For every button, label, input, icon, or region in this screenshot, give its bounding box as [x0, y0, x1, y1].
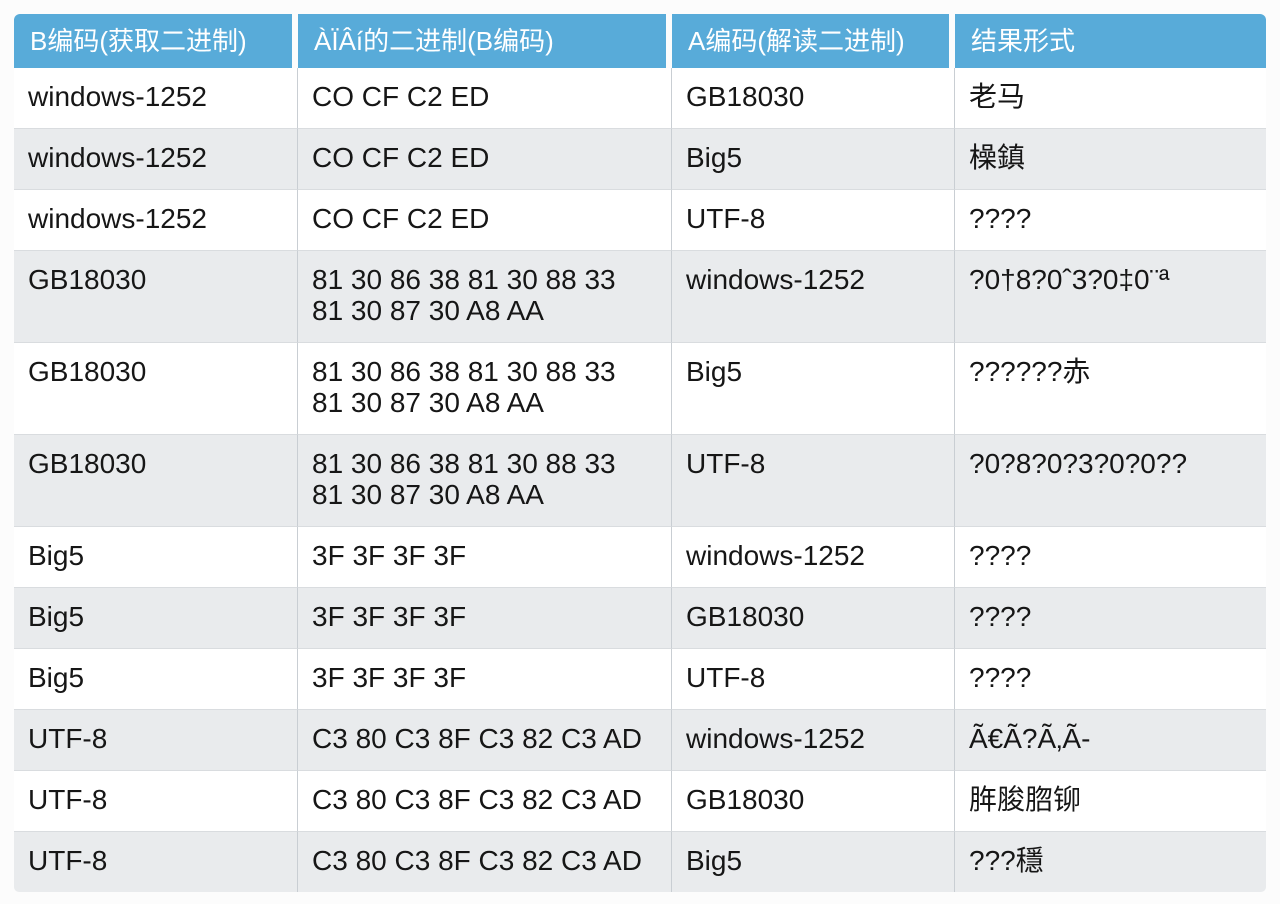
table-row: GB18030 81 30 86 38 81 30 88 33 81 30 87 …: [14, 435, 1266, 527]
table-cell-result: 老马: [955, 68, 1266, 129]
table-cell-b-encoding: GB18030: [14, 435, 298, 527]
table-cell-a-encoding: GB18030: [672, 588, 955, 649]
table-cell-b-encoding: GB18030: [14, 343, 298, 435]
table-cell-a-encoding: Big5: [672, 343, 955, 435]
table-cell-result: ?0?8?0?3?0?0??: [955, 435, 1266, 527]
table-cell-b-encoding: Big5: [14, 527, 298, 588]
table-cell-b-encoding: GB18030: [14, 251, 298, 343]
table-row: Big5 3F 3F 3F 3F windows-1252????: [14, 527, 1266, 588]
header-row: B编码(获取二进制) ÀÏÂí的二进制(B编码) A编码(解读二进制) 结果形式: [14, 14, 1266, 68]
table-cell-b-encoding: Big5: [14, 588, 298, 649]
table-cell-binary: 3F 3F 3F 3F: [298, 527, 672, 588]
table-row: windows-1252 CO CF C2 ED GB18030 老马: [14, 68, 1266, 129]
table-cell-b-encoding: windows-1252: [14, 129, 298, 190]
table-cell-binary: CO CF C2 ED: [298, 68, 672, 129]
table-cell-result: ????: [955, 649, 1266, 710]
table-cell-binary: C3 80 C3 8F C3 82 C3 AD: [298, 832, 672, 892]
table-cell-a-encoding: GB18030: [672, 68, 955, 129]
table-cell-result: 脌脧脗铆: [955, 771, 1266, 832]
table-cell-result: Ã€Ã?Ã‚Ã-: [955, 710, 1266, 771]
table-cell-result: 橾鎮: [955, 129, 1266, 190]
table-row: Big5 3F 3F 3F 3F UTF-8????: [14, 649, 1266, 710]
table-row: UTF-8 C3 80 C3 8F C3 82 C3 AD windows-1252…: [14, 710, 1266, 771]
table-header: B编码(获取二进制) ÀÏÂí的二进制(B编码) A编码(解读二进制) 结果形式: [14, 14, 1266, 68]
table-cell-binary: C3 80 C3 8F C3 82 C3 AD: [298, 710, 672, 771]
table-cell-b-encoding: UTF-8: [14, 832, 298, 892]
table-cell-binary: CO CF C2 ED: [298, 190, 672, 251]
column-header-b-encoding: B编码(获取二进制): [14, 14, 298, 68]
table-cell-result: ??????赤: [955, 343, 1266, 435]
table-cell-binary: C3 80 C3 8F C3 82 C3 AD: [298, 771, 672, 832]
column-header-result: 结果形式: [955, 14, 1266, 68]
table-cell-result: ????: [955, 588, 1266, 649]
table-cell-a-encoding: UTF-8: [672, 190, 955, 251]
table-cell-a-encoding: windows-1252: [672, 251, 955, 343]
table-cell-binary: 81 30 86 38 81 30 88 33 81 30 87 30 A8 A…: [298, 435, 672, 527]
table-body: windows-1252 CO CF C2 ED GB18030 老马 windows-…: [14, 68, 1266, 892]
table-cell-binary: 3F 3F 3F 3F: [298, 588, 672, 649]
table-row: windows-1252 CO CF C2 ED Big5 橾鎮: [14, 129, 1266, 190]
table-cell-binary: 3F 3F 3F 3F: [298, 649, 672, 710]
encoding-table: B编码(获取二进制) ÀÏÂí的二进制(B编码) A编码(解读二进制) 结果形式…: [14, 14, 1266, 892]
table-cell-binary: 81 30 86 38 81 30 88 33 81 30 87 30 A8 A…: [298, 343, 672, 435]
table-cell-a-encoding: Big5: [672, 129, 955, 190]
table-cell-b-encoding: Big5: [14, 649, 298, 710]
table-row: Big5 3F 3F 3F 3F GB18030????: [14, 588, 1266, 649]
table-cell-result: ???穩: [955, 832, 1266, 892]
table-cell-b-encoding: UTF-8: [14, 710, 298, 771]
table-cell-result: ?0†8?0ˆ3?0‡0¨ª: [955, 251, 1266, 343]
table-row: GB18030 81 30 86 38 81 30 88 33 81 30 87 …: [14, 343, 1266, 435]
table-cell-b-encoding: windows-1252: [14, 190, 298, 251]
table-cell-a-encoding: windows-1252: [672, 527, 955, 588]
table-cell-a-encoding: Big5: [672, 832, 955, 892]
table-cell-a-encoding: UTF-8: [672, 435, 955, 527]
table-row: windows-1252 CO CF C2 ED UTF-8????: [14, 190, 1266, 251]
table-row: GB18030 81 30 86 38 81 30 88 33 81 30 87 …: [14, 251, 1266, 343]
column-header-binary: ÀÏÂí的二进制(B编码): [298, 14, 672, 68]
table-cell-binary: CO CF C2 ED: [298, 129, 672, 190]
table-cell-result: ????: [955, 527, 1266, 588]
table-cell-binary: 81 30 86 38 81 30 88 33 81 30 87 30 A8 A…: [298, 251, 672, 343]
table-cell-a-encoding: GB18030: [672, 771, 955, 832]
table-cell-result: ????: [955, 190, 1266, 251]
column-header-a-encoding: A编码(解读二进制): [672, 14, 955, 68]
table-cell-b-encoding: windows-1252: [14, 68, 298, 129]
table-cell-a-encoding: UTF-8: [672, 649, 955, 710]
table-cell-b-encoding: UTF-8: [14, 771, 298, 832]
table-row: UTF-8 C3 80 C3 8F C3 82 C3 AD Big5 ???穩: [14, 832, 1266, 892]
table-row: UTF-8 C3 80 C3 8F C3 82 C3 AD GB18030 脌脧脗铆: [14, 771, 1266, 832]
table-cell-a-encoding: windows-1252: [672, 710, 955, 771]
